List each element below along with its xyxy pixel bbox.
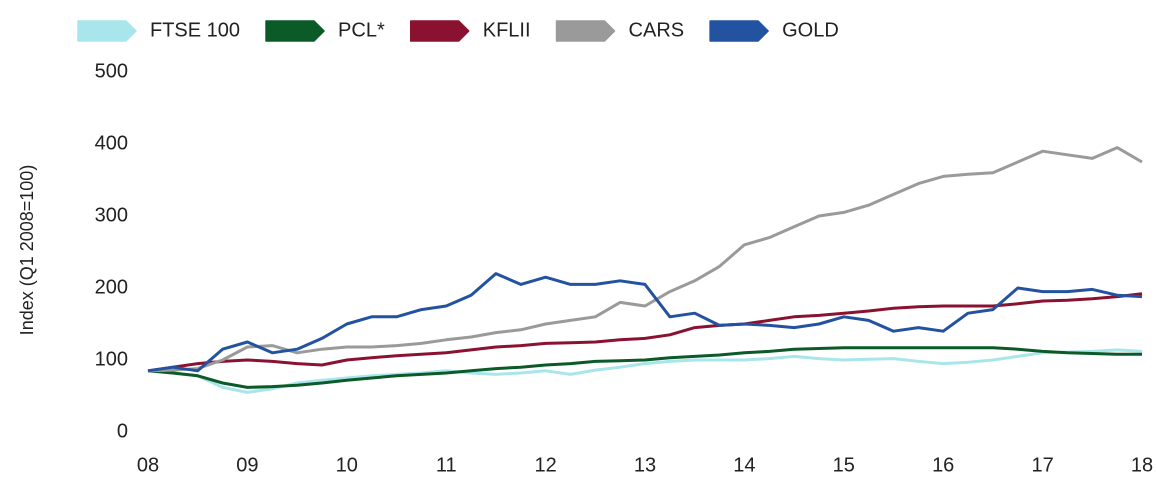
x-tick-label: 10: [336, 454, 358, 476]
x-tick-label: 11: [436, 454, 457, 476]
legend-swatch: [555, 20, 616, 42]
y-tick-label: 400: [95, 132, 128, 154]
legend-label: GOLD: [782, 19, 839, 41]
legend-swatch: [265, 20, 325, 42]
x-tick-label: 16: [932, 454, 954, 476]
y-tick-label: 500: [95, 60, 128, 82]
legend-swatch: [77, 20, 137, 42]
y-tick-label: 200: [95, 276, 128, 298]
legend-label: CARS: [629, 19, 685, 41]
line-series: [147, 272, 1143, 373]
x-tick-label: 13: [634, 454, 656, 476]
legend-swatch: [709, 20, 769, 42]
y-tick-label: 100: [95, 348, 128, 370]
y-axis-label: Index (Q1 2008=100): [17, 165, 37, 336]
legend-label: FTSE 100: [150, 19, 240, 41]
x-tick-label: 17: [1031, 454, 1053, 476]
y-tick-label: 0: [117, 420, 128, 442]
x-tick-label: 18: [1131, 454, 1153, 476]
legend-swatch: [410, 20, 470, 42]
line-series: [147, 146, 1143, 373]
line-series: [147, 292, 1143, 373]
x-tick-label: 12: [534, 454, 556, 476]
legend-label: KFLII: [483, 19, 531, 41]
line-series: [147, 348, 1143, 394]
legend-label: PCL*: [338, 19, 385, 41]
line-series: [147, 346, 1142, 389]
y-tick-label: 300: [95, 204, 128, 226]
x-tick-label: 08: [137, 454, 159, 476]
x-tick-label: 15: [833, 454, 855, 476]
x-tick-label: 14: [733, 454, 755, 476]
x-tick-label: 09: [236, 454, 258, 476]
